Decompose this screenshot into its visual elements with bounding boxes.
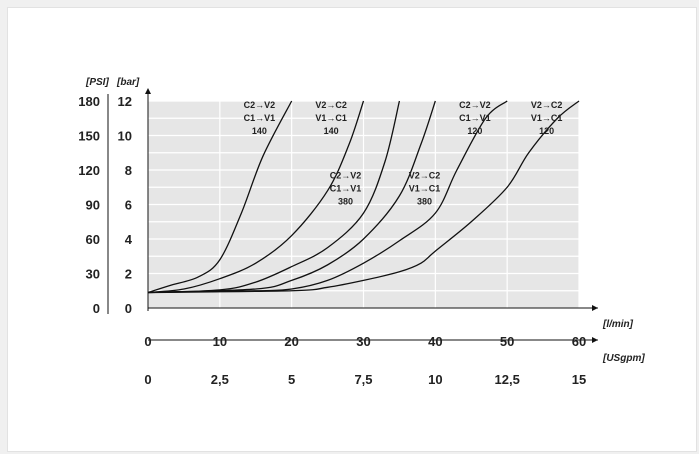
y-bar-tick-label: 12 [118,94,132,109]
x2-tick-label: 2,5 [211,372,229,387]
curve-annotation-5-line-1: C2→V2 [459,100,491,110]
curve-annotation-1-line-3: 140 [252,126,267,136]
x2-tick-label: 15 [572,372,586,387]
x-tick-label: 30 [356,334,370,349]
curve-annotation-6-line-1: V2→C2 [531,100,563,110]
y-psi-tick-label: 30 [86,267,100,282]
flow-curve-5 [147,100,508,294]
curve-annotation-4-line-2: V1→C1 [409,184,441,194]
x2-tick-label: 5 [288,372,295,387]
x2-tick-label: 12,5 [495,372,520,387]
flow-curve-3 [147,100,401,294]
flow-curve-1 [147,100,293,294]
curve-annotation-1-line-2: C1→V1 [244,113,276,123]
y-psi-tick-label: 90 [86,198,100,213]
bar-unit-label: [bar] [116,77,140,88]
y-axis-arrow [145,88,151,94]
x-axis-arrow [592,305,598,311]
y-bar-tick-label: 6 [125,198,132,213]
curve-annotation-3-line-2: C1→V1 [330,184,362,194]
y-psi-tick-label: 150 [78,129,100,144]
curve-annotation-5-line-2: C1→V1 [459,113,491,123]
curve-annotation-1-line-1: C2→V2 [244,100,276,110]
flow-curve-4 [147,100,436,294]
flow-curve-6 [147,100,580,294]
x-tick-label: 60 [572,334,586,349]
x-tick-label: 50 [500,334,514,349]
y-bar-tick-label: 8 [125,163,132,178]
curve-annotation-4-line-1: V2→C2 [409,171,441,181]
axes [107,88,598,343]
lmin-unit-label: [l/min] [602,319,634,330]
x2-tick-label: 10 [428,372,442,387]
x-tick-label: 10 [213,334,227,349]
curve-annotation-5-line-3: 120 [467,126,482,136]
curve-annotation-6-line-3: 120 [539,126,554,136]
curve-annotation-2-line-3: 140 [324,126,339,136]
psi-unit-label: [PSI] [85,77,109,88]
curve-annotation-4-line-3: 380 [417,197,432,207]
y-bar-tick-label: 10 [118,129,132,144]
y-psi-tick-label: 180 [78,94,100,109]
y-bar-tick-label: 0 [125,301,132,316]
y-psi-tick-label: 120 [78,163,100,178]
curves [147,100,580,294]
grid [147,100,580,309]
x2-tick-label: 7,5 [354,372,372,387]
usgpm-unit-label: [USgpm] [602,353,645,364]
curve-annotation-3-line-1: C2→V2 [330,171,362,181]
x2-axis-arrow [592,337,598,343]
flow-curve-2 [147,100,365,294]
x-tick-label: 40 [428,334,442,349]
y-bar-tick-label: 2 [125,267,132,282]
y-psi-tick-label: 0 [93,301,100,316]
x-tick-label: 20 [284,334,298,349]
labels: [PSI] [bar] [l/min] [USgpm] 0 10 20 30 40 50 6… [78,77,645,387]
curve-annotation-6-line-2: V1→C1 [531,113,563,123]
curve-annotation-3-line-3: 380 [338,197,353,207]
curve-annotation-2-line-2: V1→C1 [315,113,347,123]
x2-tick-label: 0 [144,372,151,387]
y-psi-tick-label: 60 [86,232,100,247]
y-bar-tick-label: 4 [125,232,133,247]
curve-annotation-2-line-1: V2→C2 [315,100,347,110]
x-tick-label: 0 [144,334,151,349]
